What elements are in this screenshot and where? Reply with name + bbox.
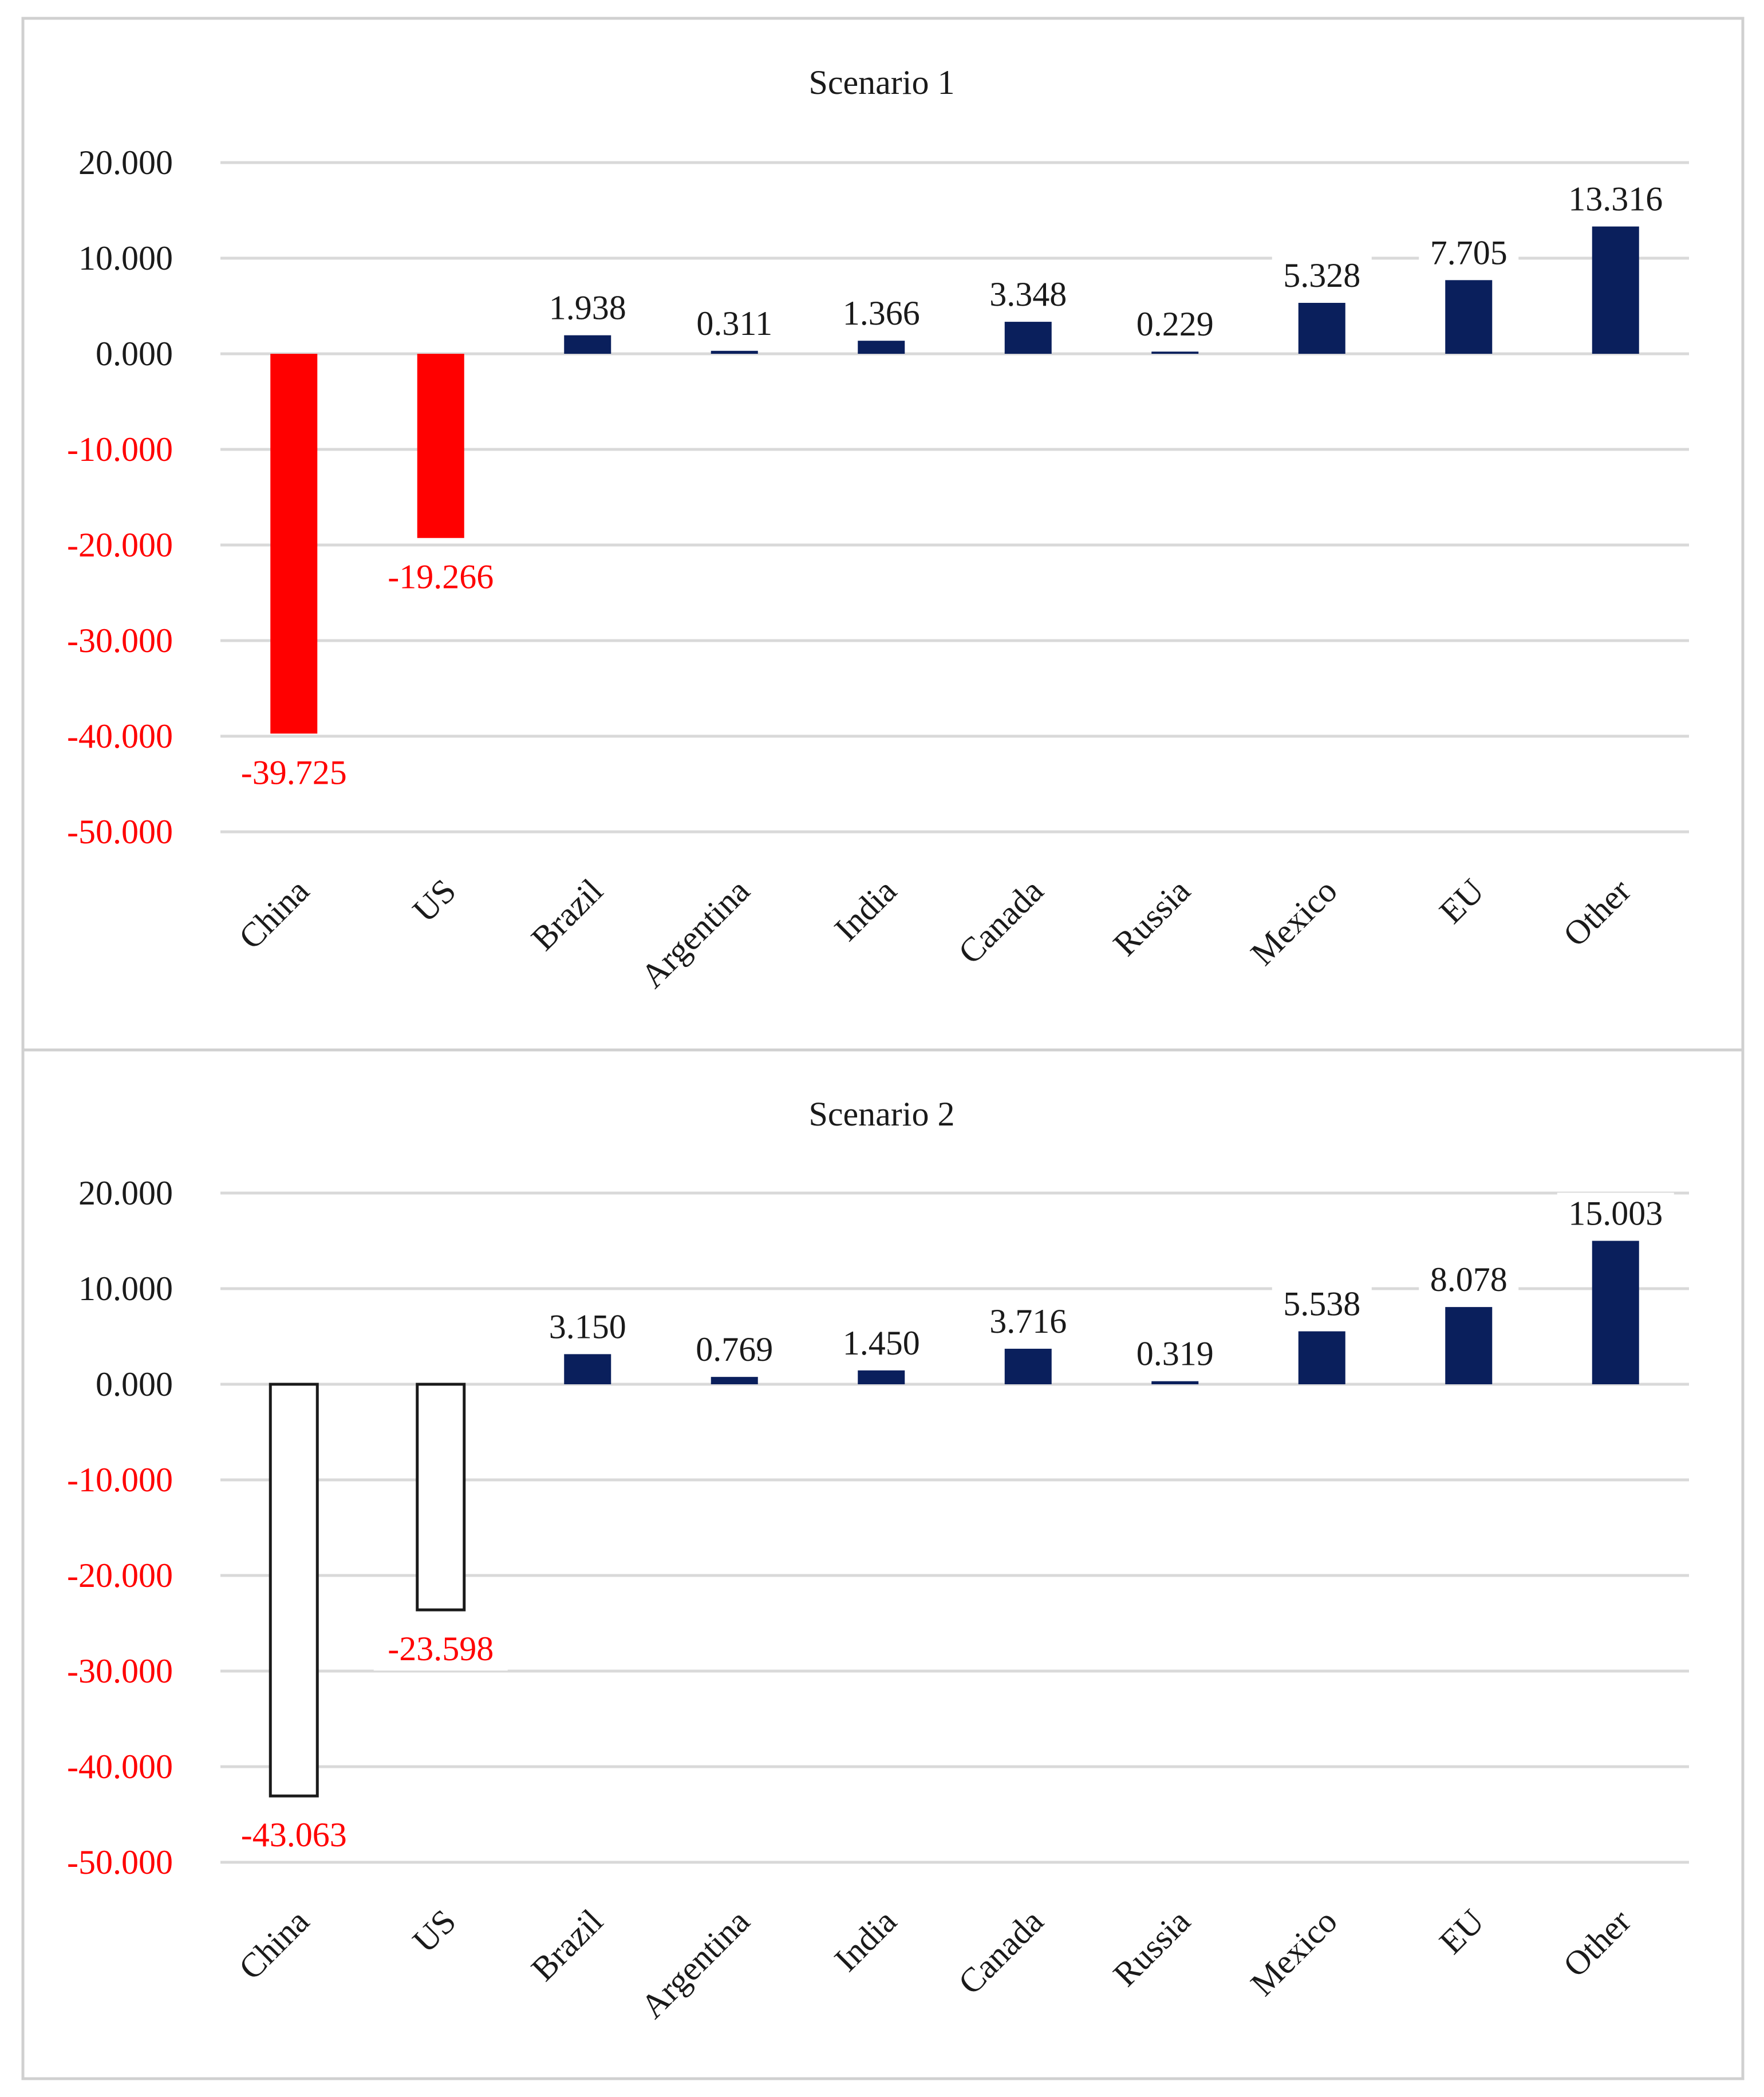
bars bbox=[269, 1241, 1639, 1798]
y-axis-ticks: 20.000 10.000 0.000 -10.000 -20.000 -30.000 -4… bbox=[67, 1174, 173, 1881]
y-tick-label: -30.000 bbox=[67, 1652, 173, 1690]
value-label-background bbox=[1419, 1259, 1519, 1302]
value-label-background bbox=[978, 274, 1078, 317]
value-label-background bbox=[1125, 1333, 1225, 1376]
bar bbox=[270, 354, 318, 734]
panel-scenario-1: Scenario 1 20.000 10.000 0.000 -10.000 -20.0… bbox=[21, 17, 1745, 1052]
bar bbox=[858, 341, 905, 354]
bar bbox=[1592, 226, 1639, 354]
value-label-background bbox=[1272, 255, 1372, 298]
value-label-background bbox=[684, 1329, 784, 1372]
y-tick-label: 20.000 bbox=[78, 144, 173, 181]
value-label: 0.311 bbox=[696, 305, 772, 342]
bar bbox=[711, 350, 758, 354]
value-label: 5.328 bbox=[1283, 256, 1360, 294]
y-tick-label: 20.000 bbox=[78, 1174, 173, 1212]
value-label: 3.348 bbox=[989, 275, 1067, 313]
value-label-background bbox=[978, 1300, 1078, 1343]
value-labels: -39.725 -19.266 1.938 0.311 1.366 3.348 0.229 5… bbox=[227, 178, 1674, 795]
y-tick-label: -30.000 bbox=[67, 622, 173, 659]
bar bbox=[1004, 1348, 1052, 1384]
bar bbox=[1151, 352, 1199, 354]
y-tick-label: 0.000 bbox=[96, 335, 173, 373]
value-label-background bbox=[1557, 1192, 1674, 1235]
bar bbox=[711, 1377, 758, 1384]
value-label: -23.598 bbox=[388, 1630, 494, 1668]
value-label: 3.716 bbox=[989, 1302, 1067, 1340]
value-label-background bbox=[373, 556, 508, 599]
value-label: 1.366 bbox=[843, 294, 920, 332]
y-tick-label: -20.000 bbox=[67, 526, 173, 564]
value-label-background bbox=[684, 302, 784, 345]
bar bbox=[1445, 1307, 1493, 1384]
value-label: 8.078 bbox=[1430, 1261, 1508, 1298]
bar bbox=[564, 1354, 611, 1384]
value-label: 1.450 bbox=[843, 1324, 920, 1362]
y-tick-label: -50.000 bbox=[67, 813, 173, 851]
value-label-background bbox=[227, 752, 361, 795]
value-label: 5.538 bbox=[1283, 1285, 1360, 1323]
chart-title: Scenario 1 bbox=[809, 64, 955, 101]
bar bbox=[1004, 322, 1052, 354]
value-label: 13.316 bbox=[1568, 180, 1663, 218]
bar bbox=[858, 1370, 905, 1384]
value-label-background bbox=[1125, 303, 1225, 346]
value-label-background bbox=[831, 293, 932, 335]
value-label: 0.319 bbox=[1136, 1335, 1214, 1373]
y-tick-label: -20.000 bbox=[67, 1557, 173, 1594]
value-label: 0.769 bbox=[696, 1330, 773, 1368]
y-tick-label: 0.000 bbox=[96, 1365, 173, 1403]
bar bbox=[1445, 280, 1493, 354]
value-label: -19.266 bbox=[388, 558, 494, 596]
value-label-background bbox=[538, 1306, 638, 1349]
bar bbox=[564, 335, 611, 354]
chart-title: Scenario 2 bbox=[809, 1095, 955, 1133]
bar bbox=[417, 354, 464, 538]
bar bbox=[1298, 303, 1345, 354]
y-tick-label: -10.000 bbox=[67, 1461, 173, 1499]
y-tick-label: -50.000 bbox=[67, 1843, 173, 1881]
bar bbox=[269, 1383, 319, 1798]
value-label-background bbox=[1557, 178, 1674, 221]
value-labels: -43.063 -23.598 3.150 0.769 1.450 3.716 0.319 5… bbox=[227, 1192, 1674, 1857]
value-label-background bbox=[1272, 1283, 1372, 1326]
y-tick-label: 10.000 bbox=[78, 239, 173, 277]
bars bbox=[270, 226, 1639, 734]
bar bbox=[1298, 1331, 1345, 1384]
value-label-background bbox=[538, 287, 638, 330]
panel-scenario-2: Scenario 2 20.000 10.000 0.000 -10.000 -20.0… bbox=[21, 1048, 1745, 2080]
value-label: -43.063 bbox=[241, 1816, 347, 1854]
bar bbox=[1151, 1381, 1199, 1384]
value-label-background bbox=[227, 1814, 361, 1857]
bar bbox=[1592, 1241, 1639, 1384]
value-label-background bbox=[831, 1322, 932, 1365]
value-label: 1.938 bbox=[549, 289, 626, 327]
value-label-background bbox=[1419, 232, 1519, 275]
y-tick-label: -40.000 bbox=[67, 717, 173, 755]
bar bbox=[416, 1383, 466, 1612]
y-axis-ticks: 20.000 10.000 0.000 -10.000 -20.000 -30.000 -4… bbox=[67, 144, 173, 851]
value-label: 0.229 bbox=[1136, 305, 1214, 343]
value-label: 15.003 bbox=[1568, 1194, 1663, 1232]
y-tick-label: -10.000 bbox=[67, 431, 173, 468]
value-label-background bbox=[373, 1628, 508, 1671]
value-label: 7.705 bbox=[1430, 234, 1508, 271]
value-label: 3.150 bbox=[549, 1308, 626, 1345]
value-label: -39.725 bbox=[241, 753, 347, 791]
y-tick-label: -40.000 bbox=[67, 1748, 173, 1786]
y-tick-label: 10.000 bbox=[78, 1270, 173, 1308]
